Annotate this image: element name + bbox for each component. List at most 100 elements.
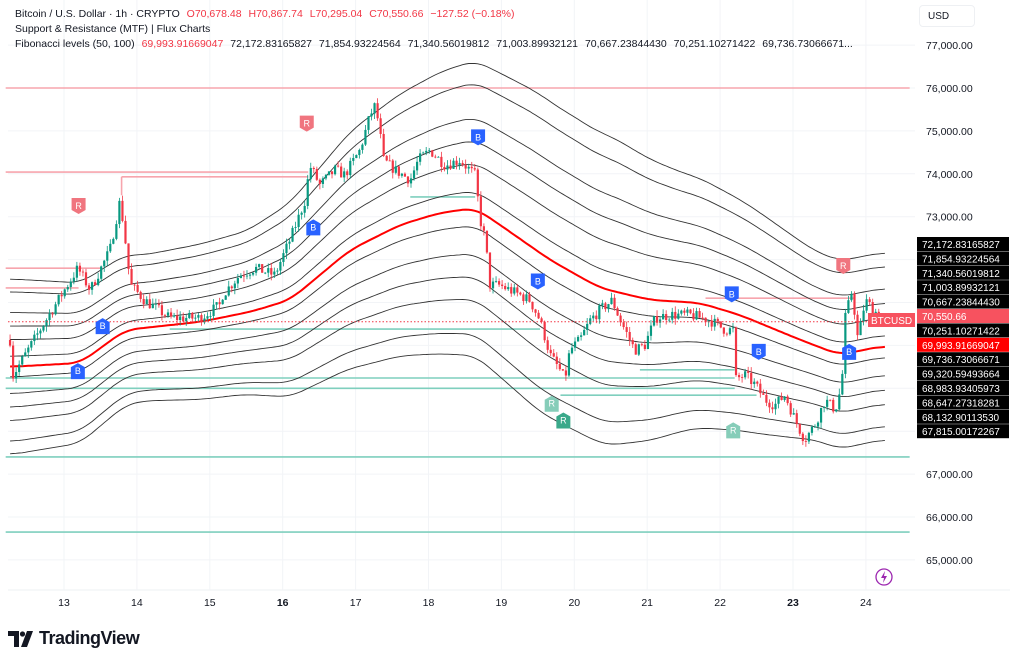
signal-marker-buy[interactable]: B xyxy=(751,343,766,360)
candle xyxy=(522,292,525,305)
signal-marker-support-faded[interactable]: R xyxy=(544,395,559,412)
fib-band-line xyxy=(10,84,885,295)
candle-body xyxy=(349,160,352,176)
candle xyxy=(361,143,364,154)
candle xyxy=(337,161,340,168)
tradingview-logo[interactable]: TradingView xyxy=(8,628,140,649)
signal-marker-buy[interactable]: B xyxy=(70,363,85,380)
candle-body xyxy=(115,224,118,239)
candle-body xyxy=(449,165,452,169)
candle xyxy=(254,263,258,276)
candle-body xyxy=(379,118,382,134)
candle-body xyxy=(658,319,662,323)
candle-body xyxy=(8,339,12,346)
candle-body xyxy=(276,270,279,272)
candle-body xyxy=(327,171,331,175)
candle-body xyxy=(309,167,312,180)
candle-body xyxy=(765,394,768,403)
candle-body xyxy=(750,372,753,385)
symbol-title[interactable]: Bitcoin / U.S. Dollar · 1h · CRYPTO xyxy=(15,8,180,20)
candle-body xyxy=(780,396,783,400)
signal-label: R xyxy=(75,201,82,211)
fib-level-label: 70,667.23844430 xyxy=(917,294,1009,309)
candle xyxy=(385,154,388,162)
signal-marker-resistance[interactable]: R xyxy=(71,197,86,214)
candle-body xyxy=(200,315,203,323)
candle xyxy=(242,270,246,282)
candle-body xyxy=(552,353,555,357)
signal-marker-buy[interactable]: B xyxy=(471,129,486,146)
candle-body xyxy=(844,312,847,374)
fib-label-bg xyxy=(917,366,1009,381)
candle-body xyxy=(446,165,449,170)
candle-body xyxy=(595,315,598,320)
candle xyxy=(731,323,735,333)
signal-label: R xyxy=(548,399,555,409)
candle xyxy=(792,408,795,415)
fib-band-line xyxy=(10,141,885,327)
signal-marker-support-faded[interactable]: R xyxy=(726,422,741,439)
lightning-icon[interactable] xyxy=(875,568,893,586)
candle-body xyxy=(470,166,473,169)
candle-body xyxy=(179,316,182,321)
candle-body xyxy=(838,394,841,410)
indicator-legend-sr[interactable]: Support & Resistance (MTF) | Flux Charts xyxy=(15,23,214,35)
fib-label-text: 72,172.83165827 xyxy=(922,240,1000,251)
candle xyxy=(230,285,233,293)
fib-band-line xyxy=(10,299,885,421)
candle-body xyxy=(139,291,142,299)
candle-body xyxy=(458,162,461,165)
candle xyxy=(616,306,619,316)
candle-body xyxy=(513,287,516,294)
fib-label-text: 71,854.93224564 xyxy=(922,254,1000,265)
candle-body xyxy=(798,423,801,434)
candle-body xyxy=(589,318,592,324)
candle xyxy=(215,302,218,310)
candle xyxy=(759,379,762,398)
candle xyxy=(145,296,148,305)
candle-body xyxy=(665,313,668,320)
candle-body xyxy=(440,156,443,167)
candle xyxy=(409,173,413,188)
candle-body xyxy=(84,272,88,286)
candle-body xyxy=(683,310,686,313)
candle-body xyxy=(671,311,674,320)
fib-level-label: 70,251.10271422 xyxy=(917,323,1009,338)
candle-body xyxy=(504,285,507,290)
signal-marker-support[interactable]: R xyxy=(556,412,571,429)
candle-body xyxy=(604,303,607,310)
signal-badge xyxy=(530,273,545,290)
tradingview-logo-icon xyxy=(8,630,33,647)
candle-body xyxy=(488,252,492,289)
signal-marker-buy[interactable]: B xyxy=(724,286,739,303)
signal-marker-resistance[interactable]: R xyxy=(299,115,314,132)
candle xyxy=(63,288,66,299)
fib-band-line xyxy=(10,254,885,394)
signal-marker-resistance[interactable]: R xyxy=(836,258,851,275)
candle xyxy=(598,303,601,324)
signal-marker-buy[interactable]: B xyxy=(842,343,857,360)
candle xyxy=(680,309,683,316)
candle-body xyxy=(279,261,282,271)
candle-body xyxy=(576,336,580,342)
candle-body xyxy=(850,293,853,301)
candle xyxy=(543,320,546,343)
y-tick-label: 75,000.00 xyxy=(926,126,973,138)
candle xyxy=(373,102,376,120)
indicator-legend-fib[interactable]: Fibonacci levels (50, 100) 69,993.916690… xyxy=(15,38,857,50)
candle-body xyxy=(312,167,315,170)
candle xyxy=(789,400,792,418)
candle-body xyxy=(90,282,94,290)
candle xyxy=(203,314,206,325)
candle-body xyxy=(856,314,859,336)
currency-selector[interactable]: USD xyxy=(919,5,975,27)
signal-marker-buy[interactable]: B xyxy=(530,273,545,290)
candle xyxy=(832,397,835,414)
candle xyxy=(94,279,97,286)
candle xyxy=(112,237,115,245)
candle-body xyxy=(245,275,249,277)
signal-marker-buy[interactable]: B xyxy=(95,318,110,335)
candle-body xyxy=(476,169,479,197)
signal-marker-buy[interactable]: B xyxy=(306,219,321,236)
